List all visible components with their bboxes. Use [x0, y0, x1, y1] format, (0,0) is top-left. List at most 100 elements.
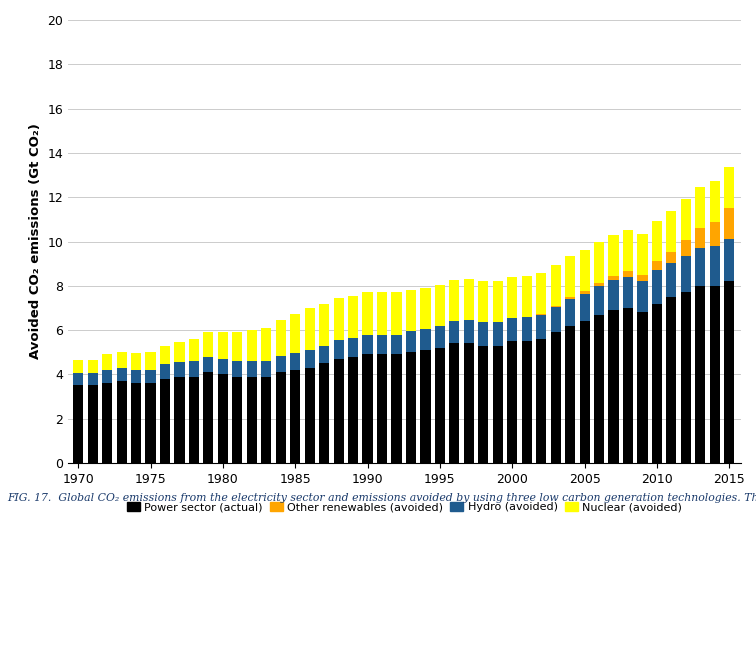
Bar — [609, 235, 618, 276]
Bar — [710, 221, 720, 246]
Bar — [724, 281, 734, 463]
Bar — [449, 280, 460, 321]
Bar — [276, 372, 286, 463]
Bar — [550, 306, 561, 307]
Bar — [580, 321, 590, 463]
Bar — [580, 294, 590, 321]
Bar — [377, 354, 387, 463]
Bar — [88, 373, 98, 385]
Bar — [463, 279, 474, 320]
Bar — [392, 335, 401, 354]
Bar — [333, 298, 344, 340]
Bar — [377, 293, 387, 335]
Bar — [160, 346, 170, 364]
Bar — [565, 297, 575, 299]
Bar — [710, 180, 720, 221]
Bar — [246, 376, 257, 463]
Bar — [696, 248, 705, 286]
Bar — [319, 303, 329, 346]
Bar — [536, 313, 547, 315]
Bar — [145, 352, 156, 370]
Bar — [536, 339, 547, 463]
Bar — [696, 286, 705, 463]
Bar — [637, 234, 648, 275]
Bar — [262, 376, 271, 463]
Bar — [435, 285, 445, 325]
Bar — [362, 293, 373, 335]
Bar — [116, 352, 127, 368]
Bar — [479, 322, 488, 346]
Bar — [246, 330, 257, 361]
Bar — [88, 385, 98, 463]
Bar — [652, 303, 662, 463]
Bar — [696, 228, 705, 248]
Bar — [565, 299, 575, 325]
Bar — [203, 332, 213, 357]
Bar — [565, 256, 575, 297]
Bar — [594, 286, 604, 315]
Bar — [262, 328, 271, 361]
Bar — [724, 240, 734, 281]
Bar — [463, 344, 474, 463]
Bar — [406, 331, 416, 352]
Bar — [550, 307, 561, 332]
Bar — [522, 317, 531, 341]
Bar — [333, 340, 344, 359]
Bar — [290, 370, 300, 463]
Bar — [594, 282, 604, 286]
Bar — [623, 231, 633, 272]
Bar — [637, 275, 648, 281]
Bar — [435, 325, 445, 348]
Bar — [305, 350, 314, 368]
Bar — [131, 383, 141, 463]
Bar — [145, 383, 156, 463]
Bar — [449, 344, 460, 463]
Bar — [724, 208, 734, 240]
Bar — [305, 368, 314, 463]
Bar — [536, 272, 547, 313]
Bar — [175, 376, 184, 463]
Bar — [319, 364, 329, 463]
Bar — [333, 359, 344, 463]
Bar — [696, 187, 705, 228]
Bar — [594, 242, 604, 282]
Bar — [232, 332, 243, 361]
Bar — [73, 385, 83, 463]
Bar — [710, 246, 720, 286]
Bar — [724, 167, 734, 208]
Bar — [262, 361, 271, 376]
Bar — [392, 354, 401, 463]
Bar — [652, 270, 662, 303]
Bar — [666, 211, 677, 252]
Bar — [189, 361, 199, 376]
Bar — [463, 320, 474, 344]
Bar — [116, 368, 127, 381]
Bar — [290, 354, 300, 370]
Bar — [637, 313, 648, 463]
Bar — [536, 315, 547, 339]
Bar — [131, 370, 141, 383]
Bar — [507, 318, 517, 341]
Bar — [362, 354, 373, 463]
Bar — [550, 332, 561, 463]
Bar — [348, 296, 358, 338]
Bar — [479, 346, 488, 463]
Bar — [609, 276, 618, 280]
Bar — [652, 262, 662, 270]
Bar — [73, 360, 83, 373]
Bar — [681, 240, 691, 256]
Bar — [435, 348, 445, 463]
Bar — [348, 338, 358, 357]
Bar — [218, 359, 228, 374]
Bar — [580, 291, 590, 294]
Y-axis label: Avoided CO₂ emissions (Gt CO₂): Avoided CO₂ emissions (Gt CO₂) — [29, 123, 42, 360]
Bar — [681, 256, 691, 293]
Bar — [160, 364, 170, 379]
Bar — [392, 293, 401, 335]
Bar — [362, 335, 373, 354]
Bar — [609, 280, 618, 310]
Bar — [623, 308, 633, 463]
Bar — [232, 361, 243, 376]
Bar — [507, 277, 517, 318]
Bar — [652, 221, 662, 262]
